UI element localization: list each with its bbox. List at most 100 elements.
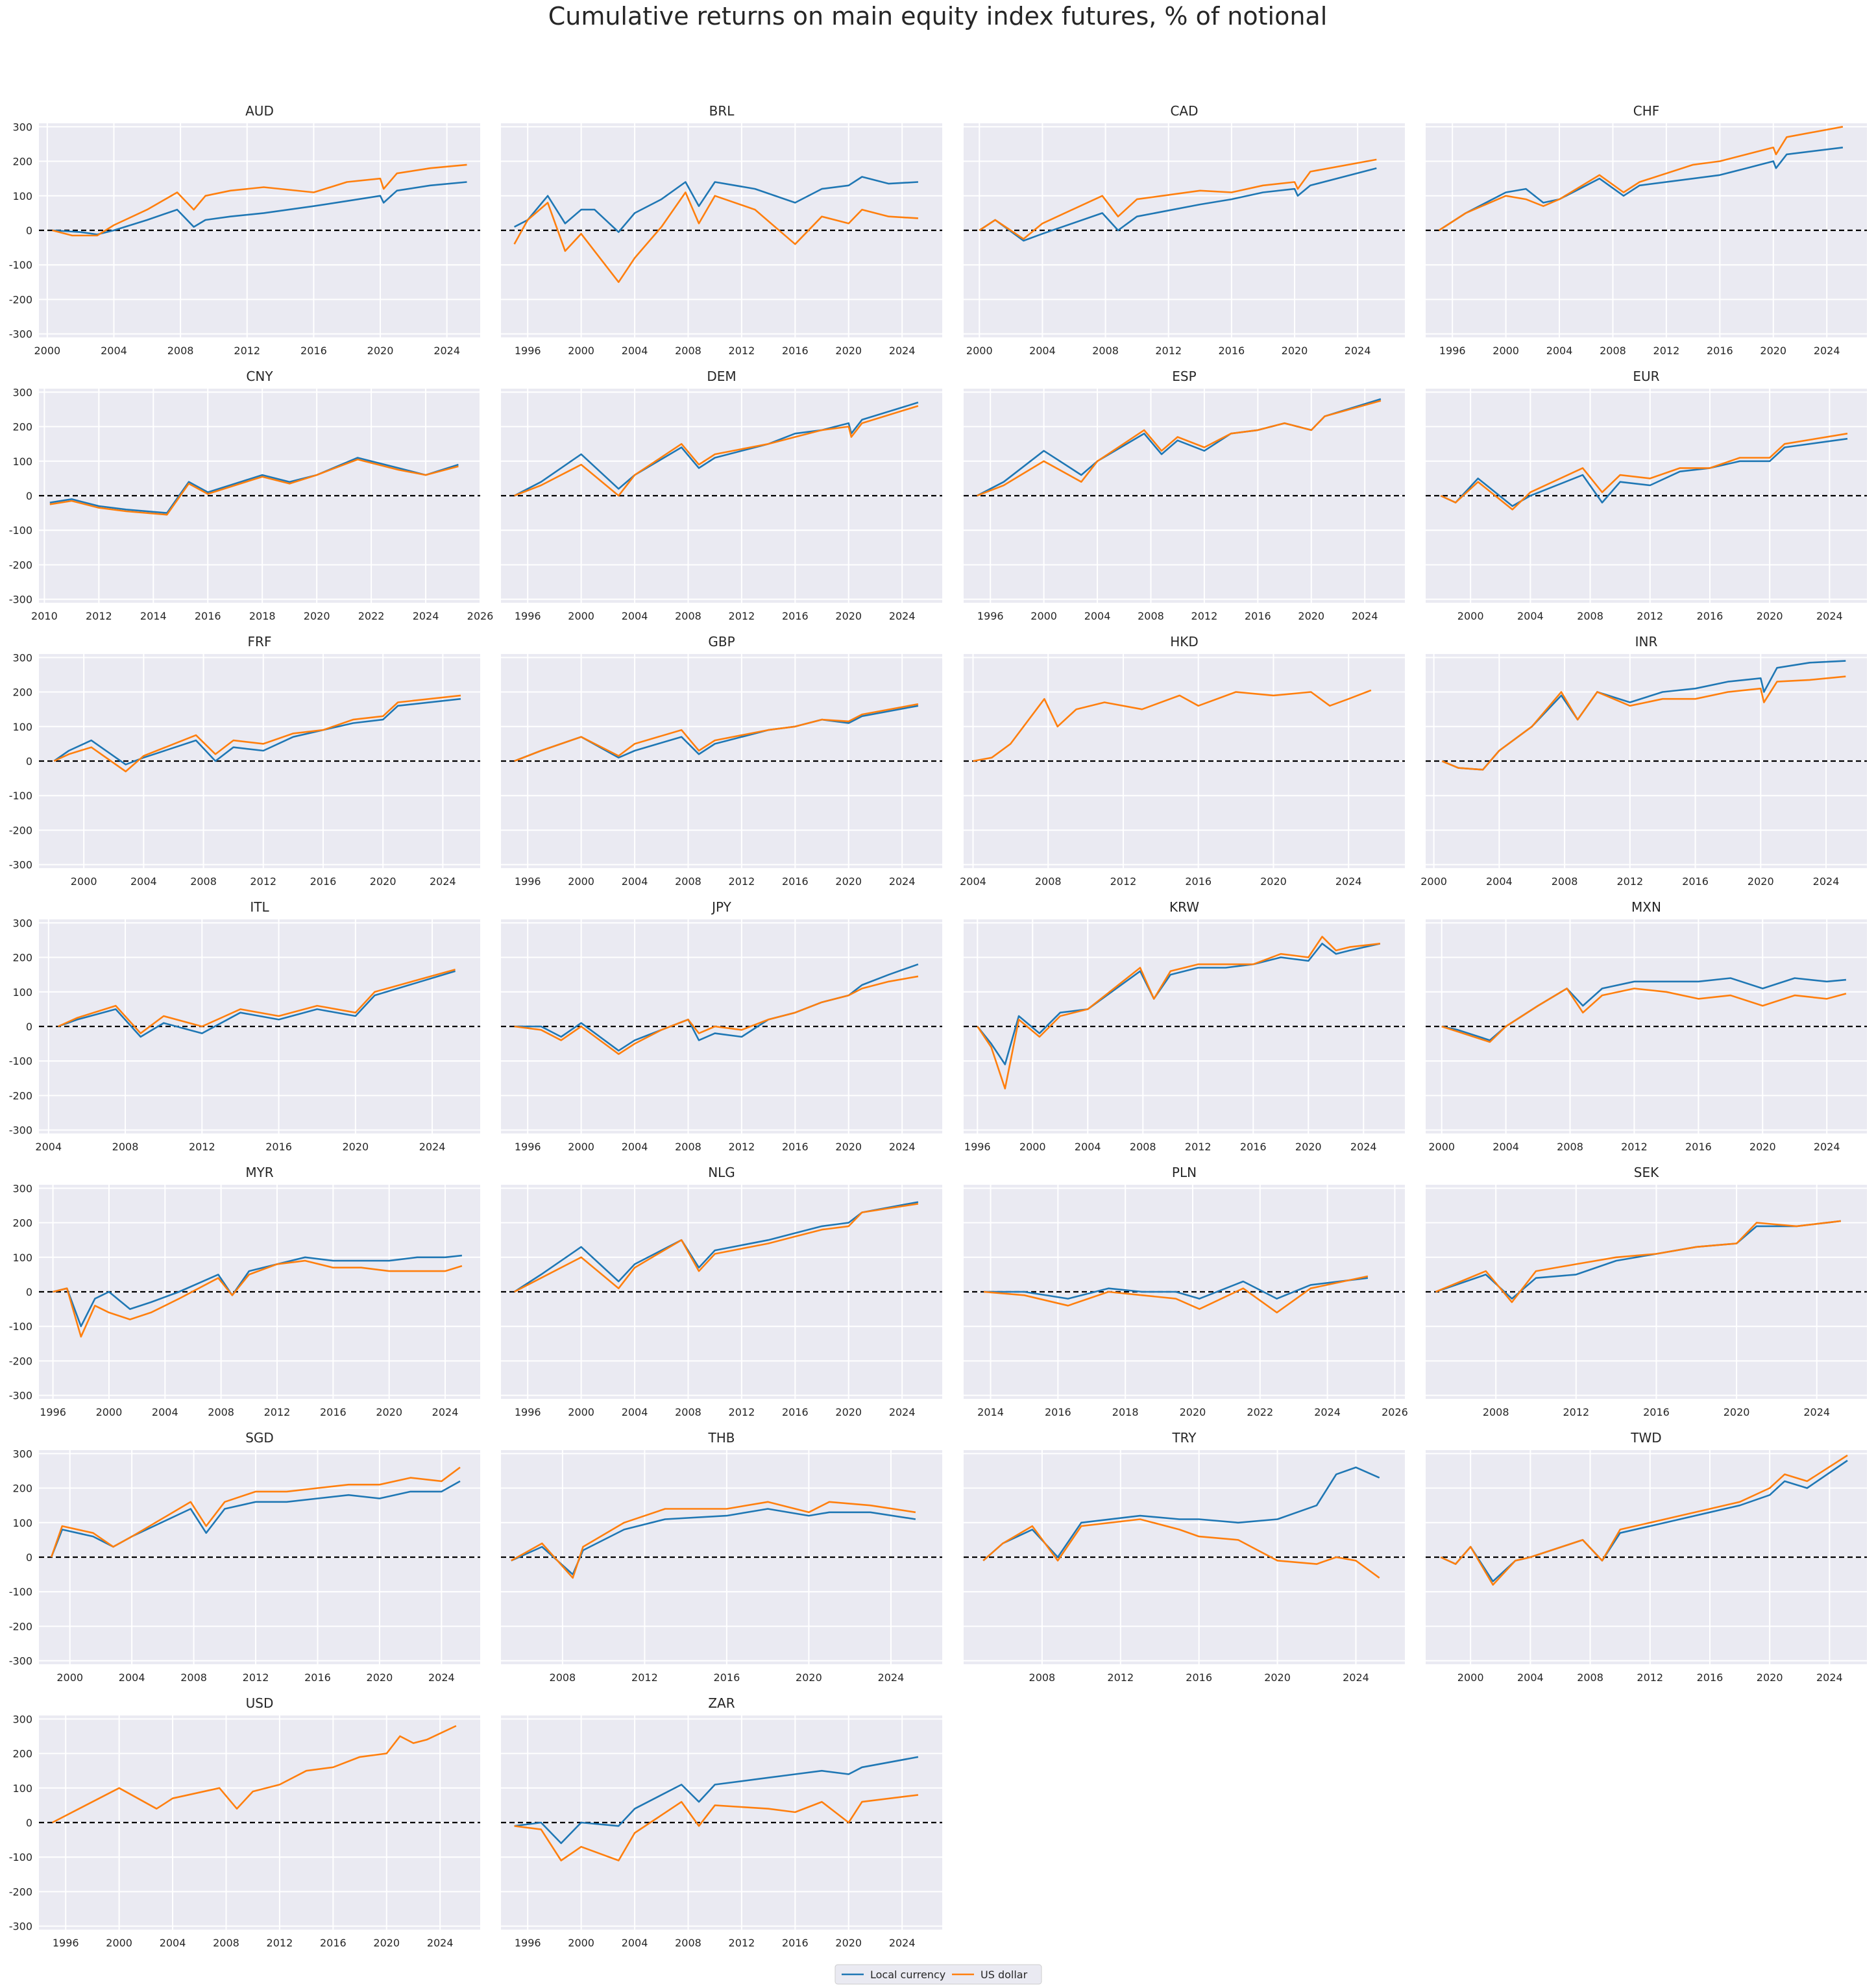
x-tick-label: 2008 xyxy=(213,1937,239,1949)
panel-nlg: 1996 2000 2004 2008 2012 2016 2020 2024 NLG xyxy=(501,1165,942,1418)
x-tick-label: 2020 xyxy=(367,1671,393,1684)
x-tick-label: 2000 xyxy=(1457,610,1484,622)
panel-title: EUR xyxy=(1633,369,1659,384)
series-line-us-dollar xyxy=(514,703,919,762)
x-tick-label: 2026 xyxy=(467,610,494,622)
x-tick-label: 2020 xyxy=(373,1937,400,1949)
series-line-local-currency xyxy=(1438,147,1844,232)
x-tick-label: 2020 xyxy=(835,1141,862,1153)
panel-chf: 1996 2000 2004 2008 2012 2016 2020 2024 CHF xyxy=(1426,103,1867,357)
x-tick-label: 2008 xyxy=(675,1141,701,1153)
series-line-local-currency xyxy=(1435,1220,1841,1300)
x-tick-label: 2008 xyxy=(1138,610,1164,622)
legend-label: Local currency xyxy=(870,1969,945,1981)
x-tick-label: 2012 xyxy=(243,1671,269,1684)
x-tick-label: 1996 xyxy=(515,1937,541,1949)
panel-hkd: 2004 2008 2012 2016 2020 2024 HKD xyxy=(960,634,1405,888)
x-tick-label: 2008 xyxy=(1130,1141,1156,1153)
x-tick-label: 2000 xyxy=(106,1937,132,1949)
x-tick-label: 2024 xyxy=(889,1406,916,1418)
series-line-local-currency xyxy=(984,1277,1369,1300)
x-tick-label: 2000 xyxy=(568,875,594,888)
y-tick-label: 0 xyxy=(26,1817,32,1829)
x-tick-label: 2008 xyxy=(1600,345,1626,357)
x-tick-label: 2024 xyxy=(1813,875,1840,888)
x-tick-label: 2020 xyxy=(304,610,330,622)
series-line-us-dollar xyxy=(52,164,467,237)
legend-entry-us-dollar: US dollar xyxy=(952,1969,1028,1981)
x-tick-label: 2012 xyxy=(729,875,755,888)
x-tick-label: 2016 xyxy=(782,610,809,622)
x-tick-label: 2016 xyxy=(1697,610,1724,622)
y-tick-label: 200 xyxy=(12,1483,32,1495)
series-line-us-dollar xyxy=(982,1518,1380,1579)
panel-title: USD xyxy=(246,1695,274,1711)
legend-entry-local-currency: Local currency xyxy=(842,1969,945,1981)
series-line-local-currency xyxy=(50,1480,461,1558)
panel-twd: 2000 2004 2008 2012 2016 2020 2024 TWD xyxy=(1426,1430,1867,1684)
panel-gbp: 1996 2000 2004 2008 2012 2016 2020 2024 GBP xyxy=(501,634,942,888)
panel-title: CNY xyxy=(246,369,273,384)
y-tick-label: 100 xyxy=(12,986,32,999)
panel-usd: -300 -200 -100 0 100 200 300 1996 2000 2004 2008 20… xyxy=(9,1695,480,1949)
x-tick-label: 2024 xyxy=(1343,1671,1369,1684)
x-tick-label: 2008 xyxy=(675,610,701,622)
y-tick-label: -200 xyxy=(9,559,32,571)
y-tick-label: 200 xyxy=(12,1748,32,1760)
x-tick-label: 2004 xyxy=(1546,345,1573,357)
legend-frame xyxy=(834,1964,1042,1985)
x-tick-label: 2012 xyxy=(1185,1141,1212,1153)
x-tick-label: 2008 xyxy=(675,875,701,888)
y-tick-label: -100 xyxy=(9,1055,32,1067)
series-line-us-dollar xyxy=(52,1725,457,1824)
x-tick-label: 2000 xyxy=(1492,345,1519,357)
series-line-local-currency xyxy=(977,943,1381,1065)
x-tick-label: 2024 xyxy=(430,875,456,888)
x-tick-label: 2016 xyxy=(304,1671,331,1684)
x-tick-label: 2020 xyxy=(1748,875,1774,888)
x-tick-label: 1996 xyxy=(515,1141,541,1153)
y-tick-label: 200 xyxy=(12,1217,32,1230)
x-tick-label: 2012 xyxy=(250,875,276,888)
x-tick-label: 2016 xyxy=(320,1937,347,1949)
x-tick-label: 2020 xyxy=(796,1671,822,1684)
x-tick-label: 2000 xyxy=(568,1937,594,1949)
y-tick-label: -200 xyxy=(9,1355,32,1367)
x-tick-label: 2012 xyxy=(264,1406,291,1418)
x-tick-label: 2018 xyxy=(249,610,276,622)
y-tick-label: 0 xyxy=(26,1286,32,1298)
panel-title: SGD xyxy=(245,1430,274,1446)
x-tick-label: 2020 xyxy=(1298,610,1324,622)
x-tick-label: 2016 xyxy=(300,345,327,357)
x-tick-label: 2012 xyxy=(729,345,755,357)
x-tick-label: 1996 xyxy=(515,875,541,888)
panel-esp: 1996 2000 2004 2008 2012 2016 2020 2024 ESP xyxy=(964,369,1405,622)
x-tick-label: 2000 xyxy=(71,875,97,888)
x-tick-label: 2004 xyxy=(152,1406,178,1418)
series-line-us-dollar xyxy=(58,968,456,1034)
x-tick-label: 2024 xyxy=(1350,1141,1377,1153)
panel-title: MYR xyxy=(245,1165,273,1180)
x-tick-label: 2022 xyxy=(358,610,385,622)
series-line-local-currency xyxy=(53,697,461,766)
series-line-us-dollar xyxy=(50,1466,461,1558)
x-tick-label: 2024 xyxy=(889,610,916,622)
series-line-local-currency xyxy=(514,1756,919,1845)
series-line-local-currency xyxy=(1440,1459,1848,1582)
panel-eur: 2000 2004 2008 2012 2016 2020 2024 EUR xyxy=(1426,369,1867,622)
x-tick-label: 2008 xyxy=(1092,345,1119,357)
x-tick-label: 2012 xyxy=(1637,1671,1663,1684)
series-line-local-currency xyxy=(511,1508,916,1575)
y-tick-label: 300 xyxy=(12,386,32,398)
y-tick-label: 0 xyxy=(26,1551,32,1564)
panel-title: THB xyxy=(708,1430,735,1446)
x-tick-label: 2004 xyxy=(622,610,648,622)
x-tick-label: 2020 xyxy=(1264,1671,1291,1684)
x-tick-label: 2024 xyxy=(413,610,439,622)
x-tick-label: 2024 xyxy=(889,1937,916,1949)
x-tick-label: 2012 xyxy=(1107,1671,1134,1684)
y-tick-label: -200 xyxy=(9,824,32,836)
panel-itl: -300 -200 -100 0 100 200 300 2004 2008 2012 2016 20… xyxy=(9,899,480,1153)
x-tick-label: 2008 xyxy=(1029,1671,1056,1684)
series-line-us-dollar xyxy=(973,689,1372,762)
